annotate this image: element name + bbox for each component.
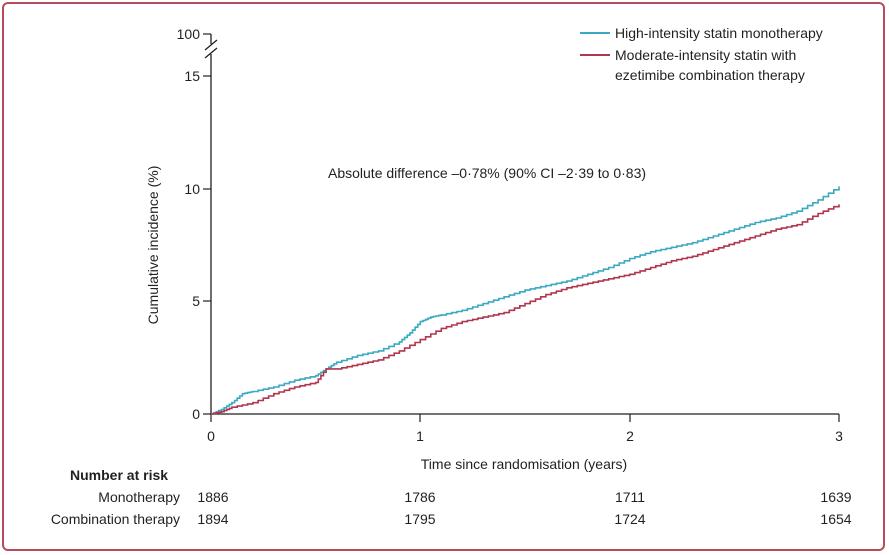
- x-axis-title: Time since randomisation (years): [421, 456, 627, 472]
- risk-mono-0: 1886: [197, 489, 228, 505]
- x-tick-label-3: 3: [835, 428, 843, 444]
- risk-combo-1: 1795: [404, 511, 435, 527]
- y-tick-label-15: 15: [184, 68, 200, 84]
- x-tick-label-0: 0: [207, 428, 215, 444]
- legend-label-combination-line1: Moderate-intensity statin with: [615, 47, 796, 63]
- x-tick-label-2: 2: [626, 428, 634, 444]
- risk-mono-1: 1786: [404, 489, 435, 505]
- annotation-absolute-difference: Absolute difference –0·78% (90% CI –2·39…: [328, 165, 646, 181]
- risk-combo-0: 1894: [197, 511, 228, 527]
- y-tick-label-10: 10: [184, 181, 200, 197]
- series-line-combination: [211, 204, 840, 415]
- legend-label-combination: Moderate-intensity statin with ezetimibe…: [615, 47, 805, 83]
- y-tick-label-0: 0: [192, 406, 200, 422]
- y-axis-break-mark-1: [204, 39, 218, 51]
- risk-mono-3: 1639: [820, 489, 851, 505]
- risk-row-label-monotherapy: Monotherapy: [98, 489, 180, 505]
- y-tick-label-5: 5: [192, 293, 200, 309]
- y-tick-label-100: 100: [177, 26, 201, 42]
- risk-combo-3: 1654: [820, 511, 851, 527]
- risk-table-title: Number at risk: [70, 467, 168, 483]
- risk-combo-2: 1724: [614, 511, 645, 527]
- legend-label-monotherapy: High-intensity statin monotherapy: [615, 25, 823, 41]
- risk-row-label-combination: Combination therapy: [51, 511, 180, 527]
- legend-label-combination-line2: ezetimibe combination therapy: [615, 67, 805, 83]
- y-axis-title: Cumulative incidence (%): [145, 166, 161, 325]
- series-line-monotherapy: [211, 186, 840, 415]
- x-tick-label-1: 1: [416, 428, 424, 444]
- risk-mono-2: 1711: [615, 489, 645, 505]
- y-axis-break-mark-2: [204, 47, 218, 59]
